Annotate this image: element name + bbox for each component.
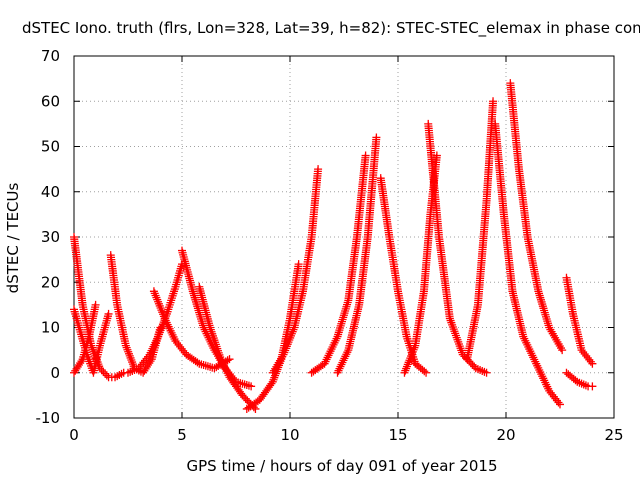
data-point — [277, 354, 286, 363]
x-tick-label: 0 — [69, 426, 79, 444]
data-point — [372, 133, 381, 142]
data-point — [151, 338, 160, 347]
x-tick-label: 10 — [280, 426, 299, 444]
series-pass-12 — [333, 133, 381, 377]
y-tick-label: 30 — [41, 228, 60, 246]
series-pass-17 — [491, 119, 564, 409]
data-point — [77, 357, 86, 366]
series-pass-11 — [307, 151, 370, 377]
data-point — [269, 366, 278, 375]
data-point — [222, 367, 231, 376]
data-point — [556, 400, 564, 409]
y-tick-label: -10 — [36, 409, 61, 427]
data-point — [147, 346, 156, 355]
data-point — [558, 346, 567, 355]
data-point — [275, 356, 284, 365]
data-point — [314, 165, 323, 174]
data-point — [482, 368, 491, 377]
data-point — [247, 382, 256, 391]
data-point — [102, 371, 111, 380]
series-pass-3 — [70, 300, 100, 377]
series-pass-10 — [268, 165, 323, 377]
data-point — [273, 360, 282, 369]
data-point — [272, 362, 281, 371]
data-point — [101, 369, 110, 378]
series-pass-18 — [506, 79, 567, 355]
y-tick-label: 10 — [41, 319, 60, 337]
data-point — [216, 355, 225, 364]
y-tick-label: 50 — [41, 138, 60, 156]
data-point — [104, 309, 113, 318]
chart-title: dSTEC Iono. truth (flrs, Lon=328, Lat=39… — [22, 19, 640, 38]
x-tick-label: 25 — [604, 426, 623, 444]
data-point — [271, 364, 280, 373]
data-point — [588, 359, 597, 368]
data-point — [218, 359, 227, 368]
data-point — [153, 334, 162, 343]
data-point — [146, 348, 155, 357]
data-point — [221, 365, 230, 374]
series-pass-2 — [70, 305, 113, 377]
data-point — [361, 151, 370, 160]
x-axis-label: GPS time / hours of day 091 of year 2015 — [187, 457, 498, 475]
data-point — [152, 336, 161, 345]
y-axis-label: dSTEC / TECUs — [4, 182, 22, 293]
data-point — [149, 342, 158, 351]
x-tick-label: 20 — [496, 426, 515, 444]
series-pass-7 — [178, 246, 256, 391]
x-tick-label: 5 — [177, 426, 187, 444]
y-tick-label: 70 — [41, 47, 60, 65]
data-point — [223, 369, 232, 378]
series-pass-14 — [400, 151, 441, 377]
data-point — [274, 358, 283, 367]
data-point — [422, 368, 431, 377]
series-pass-13 — [376, 174, 431, 377]
series-pass-20 — [562, 368, 597, 391]
data-point — [420, 367, 429, 376]
data-point — [225, 355, 234, 364]
series-pass-8 — [195, 282, 260, 413]
data-point — [217, 357, 226, 366]
series-pass-9 — [242, 260, 303, 413]
data-point — [586, 357, 595, 366]
axes: 0 5 10 15 20 25 -10 0 10 20 30 40 50 60 70 — [36, 47, 624, 444]
x-tick-label: 15 — [388, 426, 407, 444]
data-point — [278, 352, 287, 361]
data-point — [220, 363, 229, 372]
data-point — [554, 398, 563, 407]
y-tick-label: 20 — [41, 273, 60, 291]
data-point — [268, 368, 277, 377]
data-point — [99, 367, 108, 376]
y-tick-label: 0 — [50, 364, 60, 382]
data-points — [70, 79, 597, 413]
data-point — [219, 361, 228, 370]
data-point — [97, 366, 106, 375]
data-point — [148, 344, 157, 353]
series-pass-5 — [124, 260, 186, 377]
y-tick-label: 60 — [41, 92, 60, 110]
data-point — [193, 358, 202, 367]
y-tick-label: 40 — [41, 183, 60, 201]
data-point — [91, 300, 100, 309]
series-pass-4 — [106, 251, 165, 377]
data-point — [150, 340, 159, 349]
series-pass-16 — [463, 97, 498, 364]
data-point — [489, 97, 498, 106]
data-point — [145, 350, 154, 359]
series-pass-19 — [562, 273, 597, 368]
data-point — [588, 382, 597, 391]
data-point — [294, 260, 303, 269]
data-point — [223, 356, 232, 365]
